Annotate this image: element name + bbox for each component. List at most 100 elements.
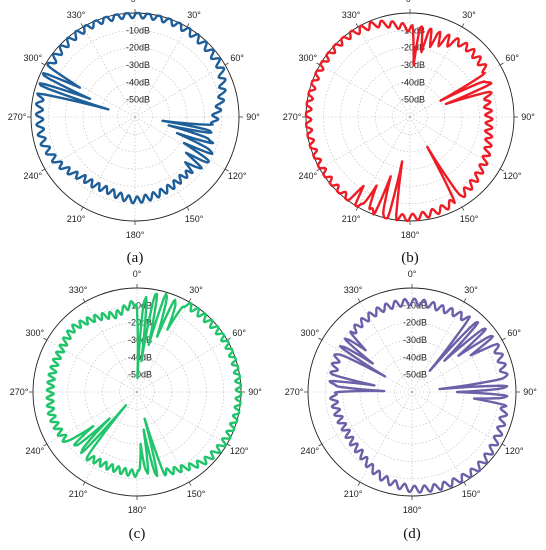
angle-tick-mark [43,443,48,447]
radial-tick-label: -20dB [128,318,152,328]
polar-panel-3: 0° 30° 60° 90° 120° 150° 180° 210° 240° 270° 300° 3… [10,269,263,542]
radial-tick-label: -50dB [126,95,150,105]
angle-tick-mark [463,298,467,303]
angle-tick-label: 270° [8,112,27,122]
angle-tick-label: 300° [298,53,317,63]
angle-tick-mark [501,337,506,341]
angle-tick-label: 120° [228,171,247,181]
angle-tick-label: 180° [126,230,145,240]
angle-tick-label: 0° [133,269,142,279]
angle-tick-label: 330° [342,10,361,20]
angle-tick-mark [186,23,190,28]
angle-tick-label: 270° [10,387,29,397]
radial-tick-label: -20dB [403,318,427,328]
angle-tick-label: 240° [25,446,44,456]
angle-tick-mark [318,443,323,447]
polar-panel-4: 0° 30° 60° 90° 120° 150° 180° 210° 240° 270° 300° 3… [285,269,538,542]
radial-tick-label: -20dB [126,43,150,53]
angle-tick-label: 240° [23,171,42,181]
angle-tick-label: 0° [406,0,415,4]
angle-tick-label: 30° [187,10,201,20]
grid-ring [392,99,428,135]
grid-ring [65,47,205,187]
panel-caption: (a) [127,250,144,266]
angle-tick-label: 240° [298,171,317,181]
panel-caption: (c) [129,526,146,542]
angle-tick-mark [188,298,192,303]
angle-tick-label: 180° [401,230,420,240]
angle-tick-label: 300° [300,328,319,338]
angle-tick-mark [355,23,359,28]
angle-tick-label: 210° [67,214,86,224]
angle-tick-label: 30° [462,10,476,20]
polar-panel-2: 0° 30° 60° 90° 120° 150° 180° 210° 240° 270° 300° 3… [283,0,536,266]
angle-tick-label: 270° [283,112,302,122]
radial-tick-label: -50dB [403,370,427,380]
panel-caption: (b) [401,250,419,266]
angle-tick-label: 150° [185,214,204,224]
angle-tick-mark [41,62,46,66]
grid-ring [117,99,153,135]
angle-tick-label: 60° [507,328,521,338]
radial-tick-label: -40dB [128,352,152,362]
angle-tick-mark [43,337,48,341]
polar-panel-1: 0° 30° 60° 90° 120° 150° 180° 210° 240° 270° 300° 3… [8,0,261,266]
radial-tick-label: -10dB [126,25,150,35]
angle-tick-label: 210° [69,489,88,499]
angle-tick-label: 90° [246,112,260,122]
panel-caption: (d) [403,526,421,542]
angle-tick-label: 30° [464,285,478,295]
angle-tick-mark [318,337,323,341]
radial-tick-label: -50dB [128,370,152,380]
radial-tick-label: -30dB [126,60,150,70]
grid-ring [340,47,480,187]
grid-spoke [411,391,465,483]
angle-tick-mark [82,481,86,486]
grid-ring [357,64,463,170]
angle-tick-mark [357,481,361,486]
angle-tick-mark [41,168,46,172]
angle-tick-label: 330° [344,285,363,295]
grid-ring [394,374,430,410]
angle-tick-mark [80,206,84,211]
angle-tick-label: 90° [523,387,537,397]
angle-tick-mark [461,23,465,28]
angle-tick-mark [501,443,506,447]
radial-tick-label: -40dB [403,352,427,362]
angle-tick-label: 330° [67,10,86,20]
pattern-series-4 [328,297,509,494]
angle-tick-mark [186,206,190,211]
angle-tick-mark [224,62,229,66]
angle-tick-label: 90° [248,387,262,397]
grid-spoke [411,391,503,445]
angle-tick-label: 150° [462,489,481,499]
grid-ring [102,357,172,427]
angle-tick-label: 90° [521,112,535,122]
angle-tick-label: 210° [342,214,361,224]
angle-tick-mark [188,481,192,486]
angle-tick-label: 60° [232,328,246,338]
angle-tick-label: 240° [300,446,319,456]
pattern-series-3 [45,292,243,478]
angle-tick-label: 60° [505,53,519,63]
angle-tick-mark [499,62,504,66]
angle-tick-mark [226,443,231,447]
grid-spoke [134,116,188,208]
angle-tick-mark [461,206,465,211]
radial-tick-label: -30dB [403,335,427,345]
grid-ring [375,82,445,152]
grid-ring [50,305,224,479]
angle-tick-label: 0° [408,269,417,279]
angle-tick-label: 270° [285,387,304,397]
angle-tick-label: 120° [505,446,524,456]
angle-tick-mark [224,168,229,172]
radial-tick-label: -50dB [401,95,425,105]
grid-ring [100,82,170,152]
angle-tick-label: 60° [230,53,244,63]
radial-tick-label: -10dB [403,300,427,310]
angle-tick-mark [80,23,84,28]
angle-tick-mark [357,298,361,303]
angle-tick-mark [499,168,504,172]
angle-tick-label: 330° [69,285,88,295]
